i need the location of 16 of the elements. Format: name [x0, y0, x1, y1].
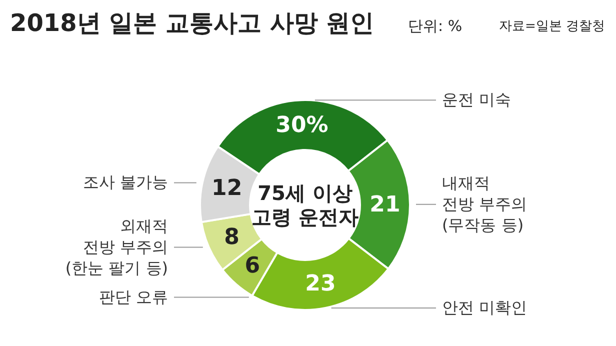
data-label: 23 — [305, 271, 336, 296]
chart-subtitle: 단위: % — [408, 17, 462, 35]
text: 75세 이상 고령 운전자 — [252, 181, 358, 229]
data-label: 6 — [244, 253, 260, 278]
chart-title: 2018년 일본 교통사고 사망 원인 — [10, 9, 374, 37]
slice-label: 안전 미확인 — [442, 298, 528, 318]
slice-label: 판단 오류 — [98, 287, 168, 306]
slice-label: 외재적 전방 부주의 (한눈 팔기 등) — [65, 216, 168, 278]
data-label: 21 — [370, 192, 400, 218]
slice-label: 내재적 전방 부주의 (무작동 등) — [442, 173, 528, 234]
data-label: 30% — [276, 113, 328, 138]
slice-label: 운전 미숙 — [442, 90, 512, 110]
slice-label: 조사 불가능 — [82, 172, 168, 192]
data-label: 8 — [224, 225, 240, 250]
data-label: 12 — [212, 176, 242, 202]
text: 자료=일본 경찰청 — [498, 19, 605, 34]
